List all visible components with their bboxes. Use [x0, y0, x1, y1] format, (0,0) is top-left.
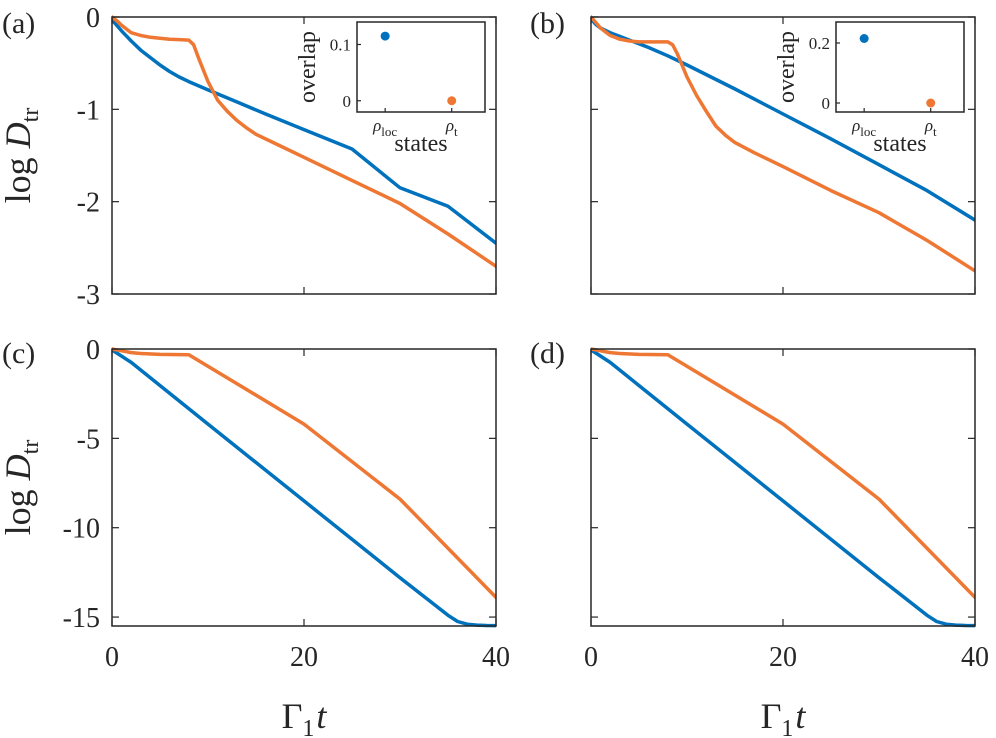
inset-x-title: states	[873, 131, 926, 157]
x-axis-title: Γ1t	[282, 696, 328, 738]
xtick-label: 0	[105, 642, 119, 673]
ytick-label: -3	[77, 280, 100, 311]
ytick-label: -5	[77, 424, 100, 455]
inset-xtick-label: ρloc	[372, 116, 397, 139]
ytick-label: -2	[77, 188, 100, 219]
panel-label: (d)	[530, 337, 565, 370]
inset-ytick-label: 0	[343, 92, 352, 111]
ytick-label: -1	[77, 95, 100, 126]
xtick-label: 40	[482, 642, 510, 673]
ytick-label: 0	[86, 3, 100, 34]
series-blue	[112, 348, 496, 628]
xtick-label: 20	[769, 642, 797, 673]
y-axis-title: log Dtr	[0, 108, 44, 204]
plot-frame	[111, 348, 497, 627]
plot-frame	[590, 348, 976, 627]
inset-xtick-label: ρloc	[851, 116, 876, 139]
inset-ytick-label: 0	[822, 94, 831, 113]
x-axis-title: Γ1t	[761, 696, 807, 738]
ytick-label: -10	[63, 514, 100, 545]
inset-y-title: overlap	[774, 31, 800, 103]
series-orange	[112, 347, 496, 600]
panel-label: (c)	[2, 337, 35, 370]
inset-x-title: states	[394, 131, 447, 157]
inset-xtick-label: ρt	[924, 116, 937, 139]
inset-point-loc	[380, 31, 390, 41]
y-axis-title: log Dtr	[0, 440, 44, 536]
inset-ytick-label: 0.1	[330, 36, 351, 55]
inset-point-t	[926, 98, 936, 108]
series-orange	[112, 15, 496, 269]
inset-y-title: overlap	[295, 31, 321, 103]
xtick-label: 40	[961, 642, 989, 673]
ytick-label: 0	[86, 335, 100, 366]
inset-xtick-label: ρt	[445, 116, 458, 139]
panel-d: 0 20 40 (d) Γ1t	[530, 337, 989, 738]
series-blue	[591, 348, 975, 628]
series-blue	[112, 18, 496, 245]
inset-point-t	[447, 96, 457, 106]
inset-frame	[835, 21, 965, 113]
panel-label: (a)	[2, 7, 35, 40]
panel-label: (b)	[530, 7, 565, 40]
inset-point-loc	[859, 34, 869, 43]
xtick-label: 20	[290, 642, 318, 673]
inset-frame	[356, 21, 486, 113]
xtick-label: 0	[584, 642, 598, 673]
ytick-label: -15	[63, 603, 100, 634]
series-orange	[591, 347, 975, 600]
inset-ytick-label: 0.2	[809, 34, 830, 53]
series-orange	[591, 15, 975, 273]
